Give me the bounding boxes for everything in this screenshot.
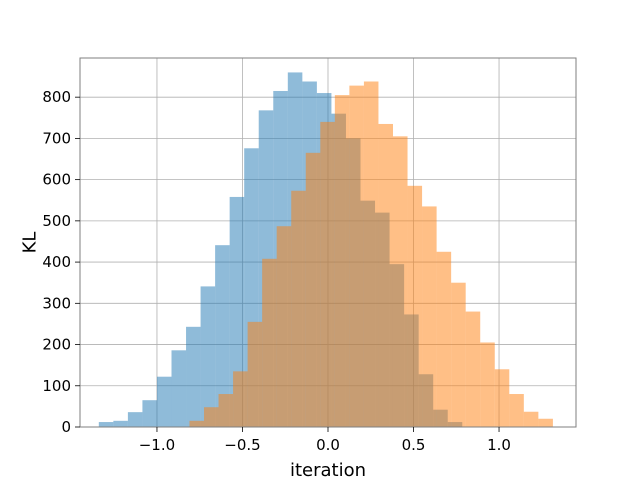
- histogram-bars: [98, 72, 553, 428]
- y-tick-label: 700: [42, 129, 71, 147]
- histogram-bar: [200, 286, 216, 427]
- histogram-bar: [156, 376, 172, 427]
- histogram-bar: [378, 123, 393, 427]
- histogram-bar: [247, 321, 263, 427]
- histogram-bar: [480, 342, 495, 427]
- histogram-bar: [142, 400, 157, 427]
- y-tick-label: 500: [42, 212, 71, 230]
- histogram-bar: [407, 185, 423, 427]
- histogram-bar: [229, 196, 245, 427]
- histogram-bar: [538, 418, 553, 427]
- histogram-bar: [262, 258, 277, 427]
- histogram-bar: [186, 326, 201, 427]
- histogram-series-2: [189, 81, 553, 428]
- x-tick-label: 0.5: [402, 436, 426, 454]
- y-tick-label: 200: [42, 336, 71, 354]
- histogram-bar: [218, 394, 234, 427]
- histogram-bar: [291, 190, 306, 427]
- histogram-bar: [320, 121, 335, 427]
- histogram-bar: [509, 394, 524, 427]
- y-tick-label: 0: [61, 418, 71, 436]
- axis-ticks: −1.0 −0.5 0.0 0.5 1.0 0 100 200 300 400 500 600 700 8…: [42, 88, 511, 454]
- histogram-bar: [113, 420, 128, 427]
- histogram-bar: [276, 226, 292, 427]
- histogram-bar: [494, 369, 510, 427]
- histogram-bar: [465, 311, 481, 427]
- histogram-bar: [436, 251, 452, 427]
- histogram-bar: [189, 420, 204, 427]
- histogram-bar: [334, 95, 350, 428]
- x-tick-label: 0.0: [316, 436, 340, 454]
- histogram-bar: [127, 412, 143, 427]
- histogram-bar: [305, 152, 321, 427]
- histogram-bar: [171, 350, 187, 427]
- histogram-bar: [349, 85, 364, 427]
- histogram-bar: [204, 407, 219, 427]
- y-tick-label: 300: [42, 294, 71, 312]
- histogram-bar: [392, 136, 408, 427]
- x-tick-label: −1.0: [139, 436, 175, 454]
- histogram-bar: [422, 206, 437, 427]
- y-axis-label: KL: [19, 232, 40, 254]
- histogram-bar: [451, 282, 466, 427]
- histogram-bar: [215, 245, 230, 427]
- histogram-bar: [233, 371, 248, 427]
- histogram-bar: [98, 422, 114, 427]
- x-tick-label: 1.0: [487, 436, 511, 454]
- x-tick-label: −0.5: [224, 436, 260, 454]
- y-tick-label: 100: [42, 377, 71, 395]
- x-axis-label: iteration: [290, 460, 366, 480]
- y-tick-label: 400: [42, 253, 71, 271]
- histogram-bar: [363, 81, 379, 428]
- y-tick-label: 600: [42, 171, 71, 189]
- histogram-bar: [523, 411, 539, 427]
- y-tick-label: 800: [42, 88, 71, 106]
